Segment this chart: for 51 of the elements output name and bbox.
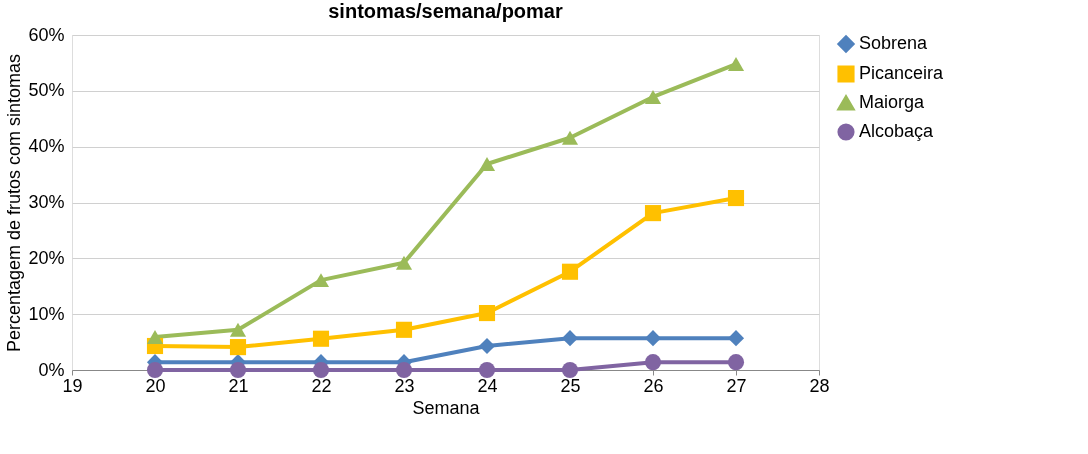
y-axis-title: Percentagem de frutos com sintomas <box>4 53 25 353</box>
point <box>478 156 496 171</box>
point <box>478 337 496 355</box>
point <box>312 361 330 379</box>
x-tick-label: 20 <box>145 375 166 396</box>
point <box>146 361 164 379</box>
legend-label: Alcobaça <box>859 121 935 141</box>
point <box>395 255 413 270</box>
x-tick-label: 22 <box>311 375 332 396</box>
point <box>561 130 579 145</box>
point <box>561 361 579 379</box>
chart-title: sintomas/semana/pomar <box>328 0 563 22</box>
x-tick-label: 19 <box>62 375 83 396</box>
point <box>312 273 330 288</box>
x-tick-label: 24 <box>477 375 498 396</box>
point <box>229 339 247 356</box>
point <box>644 354 662 371</box>
point <box>644 330 662 347</box>
point <box>561 330 579 347</box>
point <box>312 330 330 347</box>
point <box>561 263 579 280</box>
y-tick-label: 40% <box>28 136 65 157</box>
point <box>395 321 413 338</box>
point <box>146 330 164 345</box>
y-tick-label: 10% <box>28 303 65 324</box>
legend-label: Maiorga <box>859 92 926 112</box>
x-axis-title: Semana <box>412 397 481 418</box>
x-tick-label: 23 <box>394 375 415 396</box>
x-tick-label: 21 <box>228 375 249 396</box>
point <box>727 189 745 207</box>
point <box>478 304 496 322</box>
point <box>644 89 662 104</box>
x-tick-label: 28 <box>809 375 830 396</box>
legend-label: Sobrena <box>859 33 929 53</box>
legend-label: Picanceira <box>859 63 945 83</box>
y-tick-label: 20% <box>28 247 65 268</box>
y-tick-label: 30% <box>28 192 65 212</box>
x-tick-label: 27 <box>726 375 747 396</box>
y-tick-label: 0% <box>38 359 65 380</box>
y-tick-label: 60% <box>28 24 65 45</box>
point <box>727 330 745 347</box>
point <box>727 57 745 72</box>
point <box>478 361 496 379</box>
y-tick-label: 50% <box>28 80 65 101</box>
point <box>727 354 745 371</box>
x-tick-label: 26 <box>643 375 664 396</box>
point <box>644 205 662 222</box>
point <box>229 361 247 379</box>
x-tick-label: 25 <box>560 375 581 396</box>
point <box>229 322 247 337</box>
point <box>395 361 413 379</box>
